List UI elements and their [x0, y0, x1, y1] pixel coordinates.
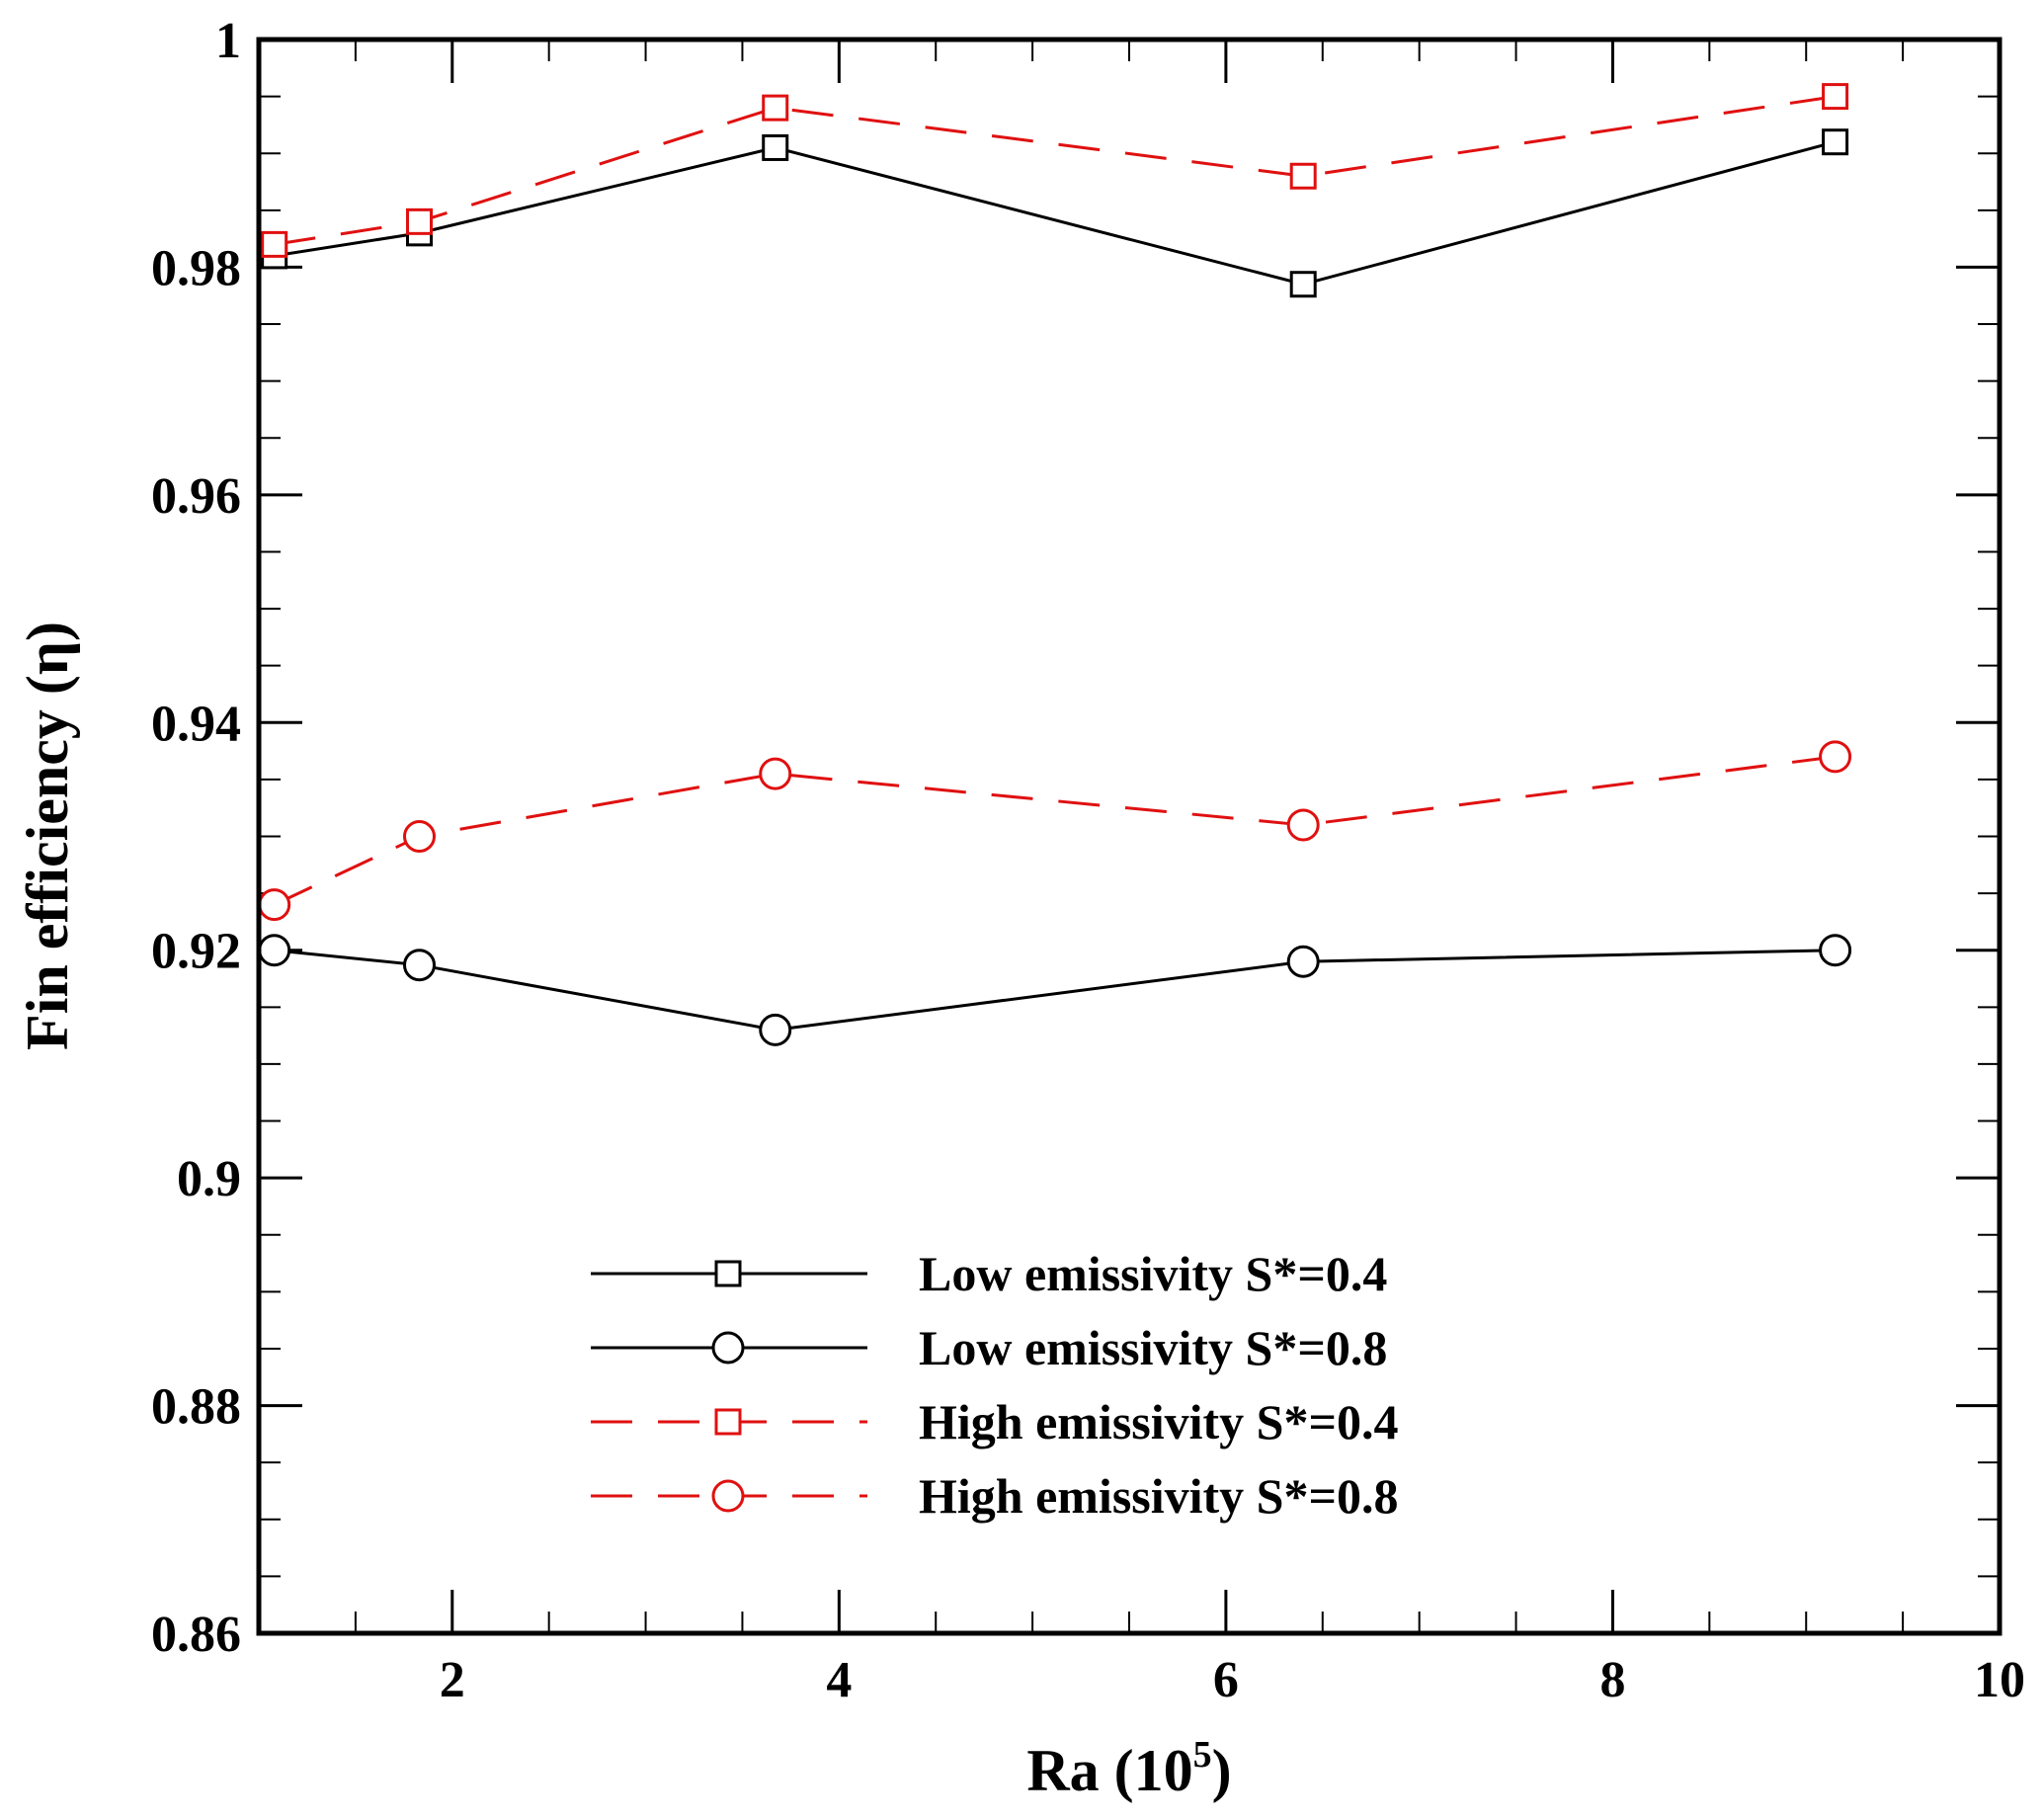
plot-frame — [256, 37, 2003, 1636]
x-tick-label: 10 — [1974, 1652, 2025, 1708]
legend-label: Low emissivity S*=0.4 — [919, 1246, 1387, 1301]
data-point — [1286, 808, 1320, 842]
data-point — [759, 757, 792, 790]
legend-marker — [711, 1479, 745, 1513]
series-line — [274, 95, 1836, 246]
series-3 — [261, 83, 1849, 258]
legend-label: High emissivity S*=0.4 — [919, 1394, 1398, 1449]
y-axis-title: Fin efficiency (η) — [15, 621, 80, 1050]
data-point — [762, 133, 789, 161]
series-4 — [258, 740, 1852, 922]
legend-label: Low emissivity S*=0.8 — [919, 1320, 1387, 1375]
data-point — [261, 230, 288, 258]
y-tick-label: 0.88 — [151, 1379, 241, 1436]
series-line — [274, 949, 1836, 1032]
data-point — [402, 949, 436, 982]
data-point — [759, 1013, 792, 1046]
data-point — [1819, 740, 1852, 774]
y-tick-label: 0.92 — [151, 924, 241, 980]
data-point — [1289, 271, 1317, 298]
data-point — [1286, 945, 1320, 978]
series-line — [274, 140, 1836, 287]
y-tick-label: 1 — [215, 13, 241, 69]
legend-entry: High emissivity S*=0.8 — [591, 1468, 1398, 1524]
legend: Low emissivity S*=0.4 Low emissivity S*=0… — [591, 1246, 1398, 1524]
data-point — [1819, 934, 1852, 967]
legend-label: High emissivity S*=0.8 — [919, 1468, 1398, 1524]
y-tick-label: 0.94 — [151, 696, 241, 752]
x-tick-label: 8 — [1599, 1652, 1625, 1708]
legend-entry: High emissivity S*=0.4 — [591, 1394, 1398, 1449]
legend-marker — [711, 1331, 745, 1365]
series-2 — [258, 934, 1852, 1046]
minor-ticks — [259, 40, 2000, 1633]
y-tick-label: 0.86 — [151, 1607, 241, 1663]
y-tick-label: 0.9 — [177, 1151, 241, 1207]
data-point — [762, 94, 789, 122]
legend-entry: Low emissivity S*=0.4 — [591, 1246, 1387, 1301]
data-point — [402, 820, 436, 853]
data-point — [1822, 128, 1849, 156]
data-point — [405, 207, 433, 235]
data-point — [258, 934, 291, 967]
data-point — [1822, 83, 1849, 111]
y-tick-label: 0.96 — [151, 468, 241, 525]
x-axis-title: Ra (105) — [1026, 1734, 1231, 1803]
legend-entry: Low emissivity S*=0.8 — [591, 1320, 1387, 1375]
series-layer — [258, 83, 1852, 1046]
tick-labels: 2 4 6 8 10 0.86 0.88 0.9 0.92 0.94 0.96 0.98 1 — [151, 13, 2025, 1708]
x-tick-label: 4 — [826, 1652, 852, 1708]
legend-marker — [714, 1260, 742, 1287]
series-line — [274, 755, 1836, 906]
x-tick-label: 6 — [1213, 1652, 1239, 1708]
data-point — [1289, 162, 1317, 190]
data-point — [258, 888, 291, 922]
series-1 — [261, 128, 1849, 298]
x-tick-label: 2 — [440, 1652, 465, 1708]
legend-marker — [714, 1408, 742, 1436]
y-tick-label: 0.98 — [151, 240, 241, 296]
